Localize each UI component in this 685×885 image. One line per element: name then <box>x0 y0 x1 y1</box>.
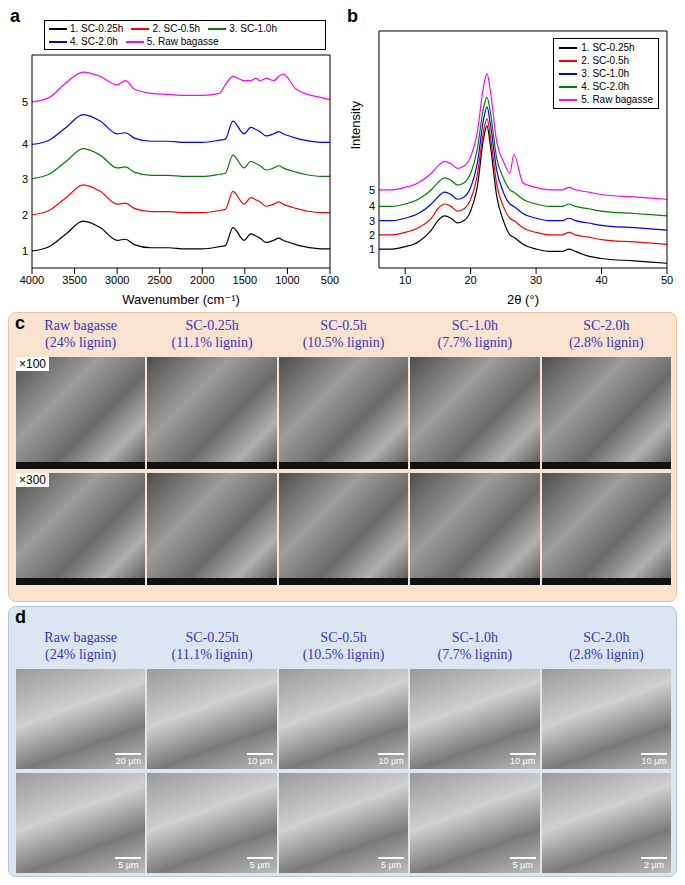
svg-text:2: 2 <box>369 229 375 241</box>
svg-text:10: 10 <box>399 274 411 286</box>
html-text:1. SC-0.25h: 1. SC-0.25h <box>581 42 635 53</box>
svg-text:5: 5 <box>369 184 375 196</box>
svg-text:1000: 1000 <box>275 274 299 286</box>
html-text:10 μm: 10 μm <box>641 756 667 766</box>
html-text:(2.8% lignin): (2.8% lignin) <box>569 335 644 350</box>
svg-text:3500: 3500 <box>62 274 86 286</box>
html-text:(2.8% lignin): (2.8% lignin) <box>569 647 644 662</box>
html-text:20 μm: 20 μm <box>115 756 141 766</box>
html-text:(7.7% lignin): (7.7% lignin) <box>437 647 513 662</box>
html-text:3. SC-1.0h: 3. SC-1.0h <box>229 23 277 34</box>
svg-text:1: 1 <box>369 243 375 255</box>
svg-text:1500: 1500 <box>233 274 257 286</box>
html-text:SC-0.5h: SC-0.5h <box>320 630 367 645</box>
html-text:4. SC-2.0h: 4. SC-2.0h <box>70 36 118 47</box>
html-text:(24% lignin): (24% lignin) <box>45 335 117 350</box>
html-text:SC-2.0h: SC-2.0h <box>583 318 630 333</box>
html-text:Raw bagasse: Raw bagasse <box>44 630 117 645</box>
svg-text:1: 1 <box>22 245 28 257</box>
html-text:10 μm: 10 μm <box>378 756 404 766</box>
svg-text:5: 5 <box>22 96 28 108</box>
html-text:5 μm: 5 μm <box>118 860 139 870</box>
html-text:(11.1% lignin): (11.1% lignin) <box>171 335 253 350</box>
html-text:(7.7% lignin): (7.7% lignin) <box>437 335 513 350</box>
svg-text:2θ (°): 2θ (°) <box>507 292 539 307</box>
svg-text:2000: 2000 <box>190 274 214 286</box>
html-text:2 μm: 2 μm <box>643 860 665 870</box>
html-text:a: a <box>10 6 20 26</box>
html-text:(10.5% lignin): (10.5% lignin) <box>302 647 385 662</box>
svg-text:3000: 3000 <box>105 274 129 286</box>
svg-text:30: 30 <box>530 274 542 286</box>
html-text:5 μm: 5 μm <box>512 860 533 870</box>
html-text:1. SC-0.25h: 1. SC-0.25h <box>70 23 124 34</box>
html-text:SC-0.25h: SC-0.25h <box>185 630 239 645</box>
html-text:SC-0.25h: SC-0.25h <box>185 318 239 333</box>
svg-text:2: 2 <box>22 209 28 221</box>
svg-text:40: 40 <box>595 274 607 286</box>
svg-text:4: 4 <box>369 200 375 212</box>
html-text:(11.1% lignin): (11.1% lignin) <box>171 647 253 662</box>
html-text:c: c <box>15 313 25 333</box>
html-text:SC-1.0h: SC-1.0h <box>451 318 498 333</box>
html-text:2. SC-0.5h: 2. SC-0.5h <box>152 23 201 34</box>
html-text:SC-2.0h: SC-2.0h <box>583 630 630 645</box>
svg-text:4000: 4000 <box>20 274 44 286</box>
svg-text:50: 50 <box>661 274 673 286</box>
svg-text:3: 3 <box>369 215 375 227</box>
svg-text:Intensity: Intensity <box>348 101 363 150</box>
html-text:5 μm: 5 μm <box>381 860 402 870</box>
html-text:5. Raw bagasse: 5. Raw bagasse <box>581 94 653 105</box>
html-text:2. SC-0.5h: 2. SC-0.5h <box>581 55 630 66</box>
svg-text:2500: 2500 <box>147 274 171 286</box>
html-text:b: b <box>347 6 358 26</box>
svg-text:500: 500 <box>321 274 339 286</box>
html-text:4. SC-2.0h: 4. SC-2.0h <box>581 81 630 92</box>
svg-text:Wavenumber (cm⁻¹): Wavenumber (cm⁻¹) <box>122 292 240 307</box>
html-text:SC-1.0h: SC-1.0h <box>451 630 498 645</box>
html-text:5. Raw bagasse: 5. Raw bagasse <box>146 36 219 47</box>
html-text:SC-0.5h: SC-0.5h <box>320 318 367 333</box>
html-text:10 μm: 10 μm <box>510 756 536 766</box>
html-text:3. SC-1.0h: 3. SC-1.0h <box>581 68 630 79</box>
html-text:×300: ×300 <box>19 473 46 487</box>
html-text:10 μm: 10 μm <box>247 756 273 766</box>
html-text:d: d <box>15 607 26 627</box>
html-text:×100: ×100 <box>19 357 46 371</box>
svg-text:4: 4 <box>22 138 28 150</box>
svg-text:3: 3 <box>22 173 28 185</box>
html-text:(10.5% lignin): (10.5% lignin) <box>302 335 385 350</box>
svg-text:20: 20 <box>465 274 477 286</box>
html-text:5 μm: 5 μm <box>249 860 270 870</box>
html-text:(24% lignin): (24% lignin) <box>45 647 117 662</box>
html-text:Raw bagasse: Raw bagasse <box>44 318 117 333</box>
